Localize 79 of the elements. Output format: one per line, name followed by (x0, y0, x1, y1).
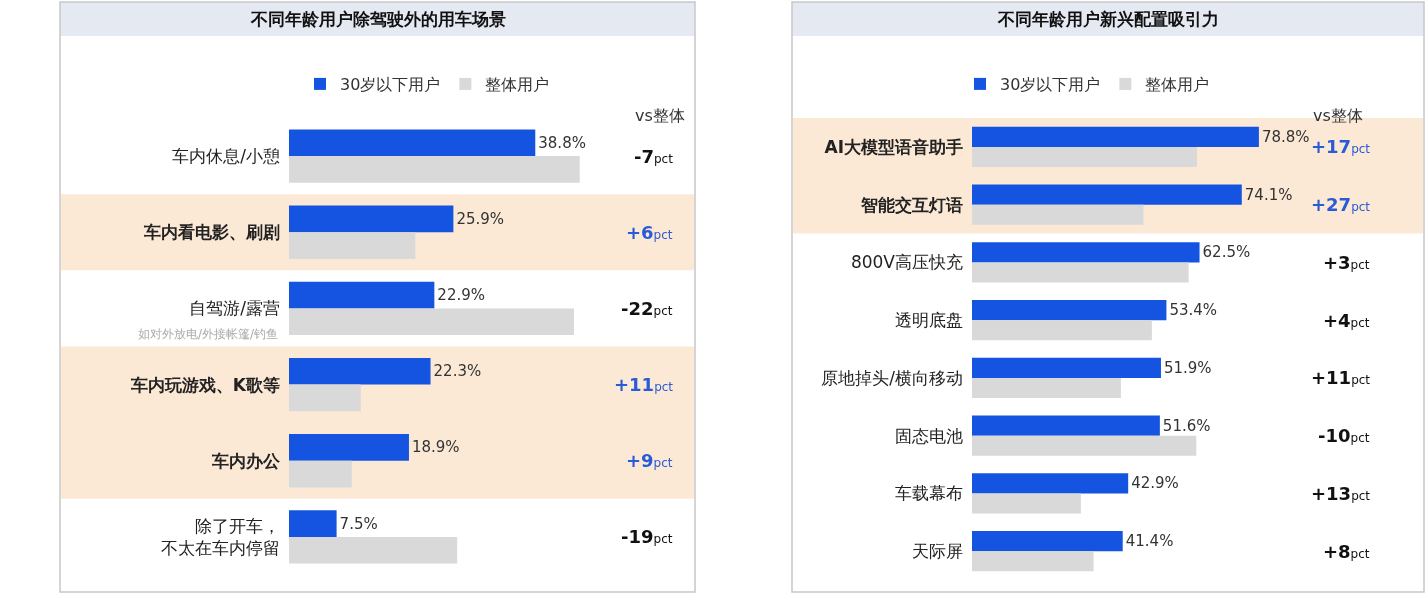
data-label: 74.1% (1244, 185, 1293, 204)
y-tick-label: 固态电池 (895, 425, 963, 446)
bar (972, 242, 1200, 263)
bar (289, 536, 458, 564)
y-tick-label: AI大模型语音助手 (824, 136, 963, 157)
bar (972, 146, 1198, 168)
text: +6pct (626, 222, 673, 243)
bar (972, 357, 1161, 378)
data-label: 7.5% (339, 514, 378, 533)
bar (289, 434, 409, 461)
bar (972, 435, 1197, 456)
bar (289, 510, 337, 537)
text: 如对外放电/外接帐篷/钓鱼 (138, 327, 279, 341)
bar (972, 415, 1160, 436)
y-tick-label: 除了开车，不太在车内停留 (161, 515, 280, 558)
data-label: 41.4% (1125, 532, 1174, 551)
bar (972, 473, 1129, 494)
text: vs整体 (1313, 106, 1363, 125)
text: -7pct (634, 146, 674, 167)
bar (289, 308, 574, 336)
bar (972, 320, 1152, 341)
text: +4pct (1323, 310, 1370, 331)
bar (289, 357, 431, 385)
text: -22pct (621, 298, 673, 319)
bar (289, 129, 536, 157)
y-tick-label: 车内休息/小憩 (172, 146, 280, 167)
y-tick-label: 自驾游/露营 (189, 298, 280, 319)
bar (972, 377, 1121, 399)
data-label: 22.3% (433, 362, 482, 381)
bar (972, 493, 1081, 514)
data-label: 42.9% (1131, 474, 1179, 493)
y-tick-label: 800V高压快充 (850, 252, 963, 273)
bar (289, 232, 416, 259)
data-label: 18.9% (411, 438, 460, 457)
y-tick-label: 透明底盘 (895, 310, 963, 331)
data-label: 62.5% (1202, 243, 1251, 262)
data-label: 53.4% (1169, 301, 1218, 320)
data-label: 25.9% (456, 209, 505, 228)
text: +9pct (626, 450, 673, 471)
text: +27pct (1311, 194, 1371, 215)
bar (972, 184, 1242, 205)
text: +11pct (1311, 367, 1371, 388)
data-label: 51.9% (1163, 358, 1212, 377)
y-tick-label: 原地掉头/横向移动 (821, 367, 963, 388)
text: +13pct (1311, 483, 1371, 504)
legend-label: 整体用户 (485, 75, 550, 95)
bar (972, 126, 1259, 147)
text: +8pct (1323, 541, 1370, 562)
bar (289, 384, 361, 412)
text: +3pct (1323, 252, 1370, 273)
y-tick-label: 车内办公 (211, 450, 281, 471)
text: +11pct (614, 374, 674, 395)
legend-label: 整体用户 (1145, 75, 1210, 95)
bar (972, 299, 1167, 321)
text: -10pct (1318, 425, 1370, 446)
data-label: 78.8% (1261, 127, 1310, 146)
bar (289, 460, 352, 488)
y-tick-label: 天际屏 (912, 541, 963, 562)
bar (289, 156, 580, 183)
text: vs整体 (635, 106, 685, 125)
data-label: 38.8% (538, 133, 586, 152)
text: -19pct (621, 526, 673, 547)
bar (289, 281, 435, 309)
bar (972, 530, 1123, 552)
data-label: 22.9% (437, 286, 486, 305)
y-tick-label: 智能交互灯语 (860, 194, 963, 215)
bar (972, 262, 1189, 283)
legend-label: 30岁以下用户 (340, 75, 441, 95)
bar (972, 551, 1094, 572)
bar (289, 205, 454, 233)
legend-label: 30岁以下用户 (1000, 75, 1101, 95)
data-label: 51.6% (1162, 416, 1211, 435)
y-tick-label: 车内玩游戏、K歌等 (129, 374, 280, 395)
y-tick-label: 车载幕布 (895, 483, 963, 504)
y-tick-label: 车内看电影、刷剧 (143, 222, 280, 243)
text: +17pct (1311, 136, 1371, 157)
bar (972, 204, 1144, 225)
chart-title: 不同年龄用户新兴配置吸引力 (997, 9, 1219, 29)
chart-title: 不同年龄用户除驾驶外的用车场景 (250, 9, 506, 29)
